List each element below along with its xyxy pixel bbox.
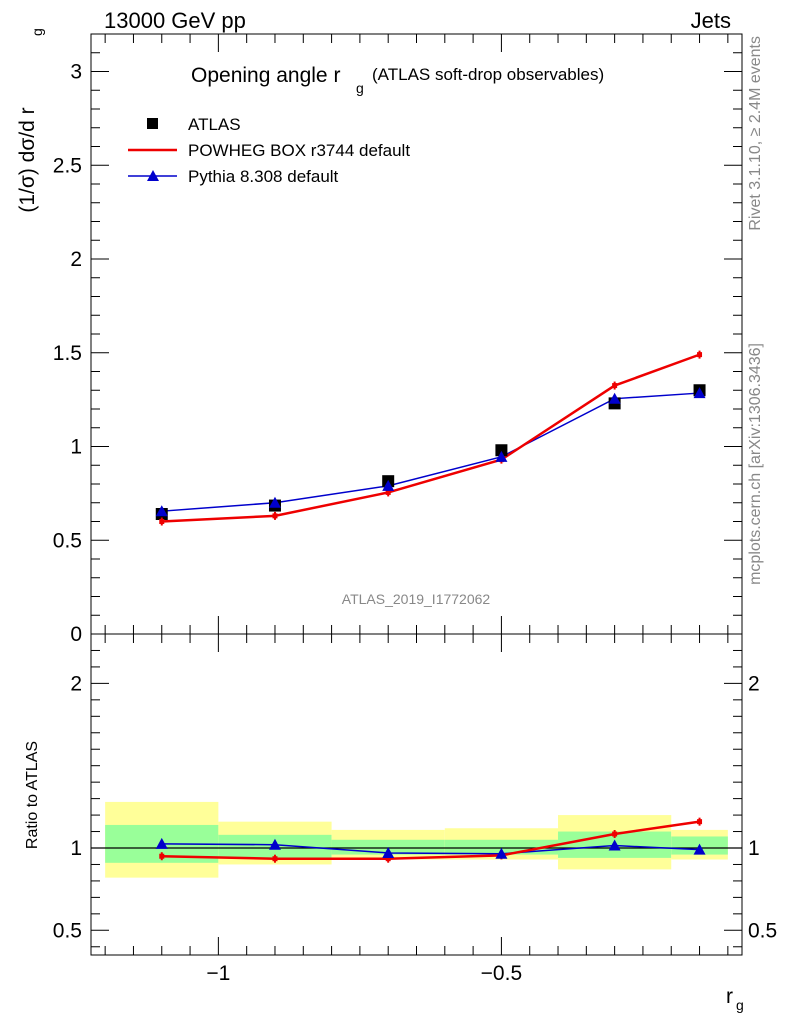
ratio-y-tick-label-right: 1 (748, 837, 760, 860)
pythia-ratio-point (268, 838, 281, 850)
x-tick-label: −1 (206, 962, 230, 985)
ratio-ylabel: Ratio to ATLAS (24, 741, 41, 849)
powheg-ratio-point (272, 856, 278, 862)
ratio-y-tick-label: 1 (70, 837, 82, 860)
legend-item-atlas: ATLAS (147, 115, 241, 134)
xlabel: r g (726, 985, 744, 1013)
powheg-ratio-point (612, 831, 618, 837)
main-ylabel: (1/σ) dσ/d r g (16, 28, 45, 212)
header-energy-label: 13000 GeV pp (104, 8, 246, 33)
legend-triangle-marker (147, 170, 159, 181)
main-y-tick-label: 3 (70, 61, 82, 84)
pythia-ratio-point (693, 843, 706, 855)
powheg-ratio-line (161, 820, 700, 860)
pythia-point (608, 392, 621, 404)
ratio-y-tick-label: 2 (70, 672, 82, 695)
ratio-uncertainty-bands (105, 801, 728, 878)
pythia-point (155, 505, 168, 517)
pythia-point (268, 496, 281, 508)
pythia-ratio-line (161, 843, 700, 855)
chart-title: Opening angle r g (ATLAS soft-drop obser… (191, 64, 604, 96)
ratio-series-layer (155, 817, 706, 863)
atlas-data-point (495, 444, 508, 457)
pythia-ratio-point (382, 846, 395, 858)
main-series-layer (155, 350, 706, 526)
pythia-line (161, 392, 700, 512)
main-y-tick-label: 2.5 (53, 154, 82, 177)
powheg-point (159, 519, 165, 524)
legend: ATLAS POWHEG BOX r3744 default Pythia 8.… (128, 115, 410, 186)
pythia-ratio-point (495, 847, 508, 859)
pythia-ratio-point (608, 839, 621, 851)
powheg-point (272, 513, 278, 519)
main-y-tick-label: 2 (70, 248, 82, 271)
main-y-tick-label: 0 (70, 623, 82, 646)
ratio-y-tick-label: 0.5 (53, 919, 82, 942)
ratio-panel-frame (90, 633, 743, 956)
legend-item-pythia: Pythia 8.308 default (128, 167, 339, 186)
rivet-label: Rivet 3.1.10, ≥ 2.4M events (747, 36, 764, 231)
analysis-watermark: ATLAS_2019_I1772062 (342, 591, 491, 607)
powheg-ratio-point (385, 856, 391, 862)
legend-square-marker (147, 118, 158, 129)
powheg-ratio-point (697, 819, 703, 825)
axes-layer: −1 −0.5 0 0.5 1 1.5 2 2.5 3 0.5 0.5 1 1 2 2 (53, 33, 777, 985)
main-ylabel-sub: g (29, 28, 45, 36)
pythia-point (382, 479, 395, 491)
legend-label-pythia: Pythia 8.308 default (188, 167, 339, 186)
powheg-ratio-point (159, 853, 165, 859)
x-tick-label: −0.5 (481, 962, 522, 985)
powheg-point (612, 383, 618, 389)
pythia-ratio-point (155, 837, 168, 849)
legend-label-atlas: ATLAS (188, 115, 241, 134)
pythia-point (495, 450, 508, 462)
legend-label-powheg: POWHEG BOX r3744 default (188, 141, 410, 160)
pythia-point (693, 387, 706, 399)
xlabel-sub: g (736, 997, 744, 1013)
title-suffix: (ATLAS soft-drop observables) (372, 65, 604, 84)
main-y-tick-label: 1.5 (53, 342, 82, 365)
powheg-point (385, 489, 391, 495)
powheg-line (161, 353, 700, 523)
title-sub: g (356, 80, 364, 96)
main-y-tick-label: 1 (70, 436, 82, 459)
title-main: Opening angle r (191, 64, 340, 87)
powheg-point (697, 352, 703, 358)
header-process-label: Jets (691, 8, 731, 33)
legend-item-powheg: POWHEG BOX r3744 default (128, 141, 410, 160)
main-ylabel-text: (1/σ) dσ/d r (16, 107, 39, 212)
main-y-tick-label: 0.5 (53, 529, 82, 552)
xlabel-text: r (726, 985, 733, 1008)
ratio-y-tick-label-right: 0.5 (748, 919, 777, 942)
ratio-y-tick-label-right: 2 (748, 672, 760, 695)
mcplots-label: mcplots.cern.ch [arXiv:1306.3436] (747, 343, 764, 585)
